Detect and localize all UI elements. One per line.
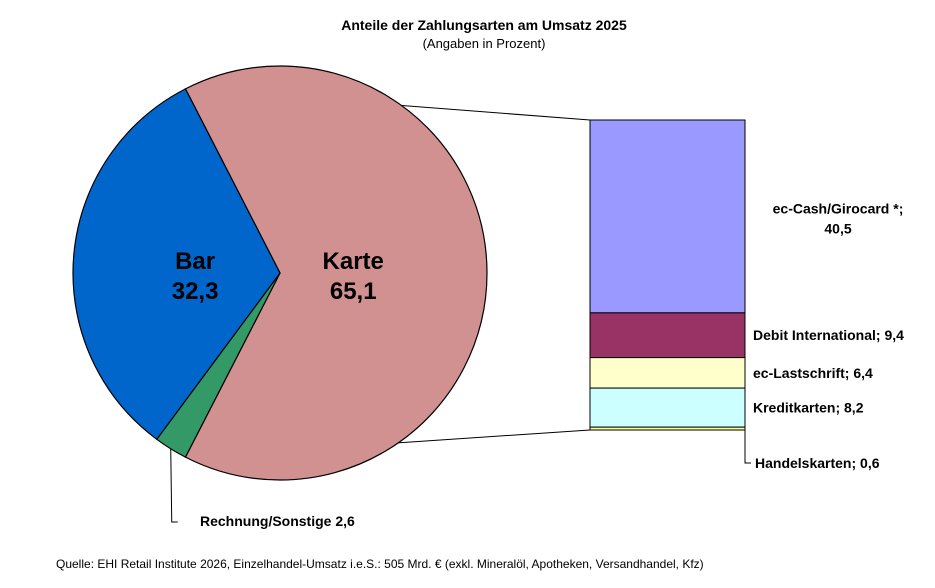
pie-label-rechnung-sonstige: Rechnung/Sonstige 2,6 [200, 513, 355, 529]
segment-label-kreditkarten-8-2: Kreditkarten; 8,2 [753, 400, 864, 416]
pie-label-karte: Karte [323, 248, 384, 275]
pie [72, 65, 488, 481]
callout-line-handelskarten-0-6 [744, 428, 751, 464]
breakdown-segment-kreditkarten-8-2 [589, 387, 746, 428]
breakdown-segment-ec-cash-girocard [589, 119, 746, 314]
pie-slice-bar [72, 88, 281, 441]
chart-title: Anteile der Zahlungsarten am Umsatz 2025 [341, 17, 627, 33]
breakdown-segment-debit-international-9-4 [589, 312, 746, 359]
callout-line-rechnung-sonstige [170, 448, 178, 523]
pie-label-bar: Bar [175, 248, 215, 275]
breakdown-bar [589, 119, 746, 431]
breakdown-segment-ec-lastschrift-6-4 [589, 357, 746, 389]
segment-value-ec-cash-girocard: 40,5 [824, 220, 851, 236]
breakdown-segment-handelskarten-0-6 [589, 426, 746, 431]
pie-slice-karte [184, 65, 488, 481]
pie-value-bar: 32,3 [172, 278, 219, 305]
pie-value-karte: 65,1 [330, 278, 377, 305]
chart-subtitle: (Angaben in Prozent) [423, 36, 546, 51]
segment-label-debit-international-9-4: Debit International; 9,4 [753, 327, 904, 343]
labels: Karte 65,1 Bar 32,3 Rechnung/Sonstige 2,6 ec-… [170, 200, 904, 529]
segment-label-ec-cash-girocard: ec-Cash/Girocard *; [773, 200, 904, 216]
segment-label-handelskarten-0-6: Handelskarten; 0,6 [755, 455, 880, 471]
segment-label-ec-lastschrift-6-4: ec-Lastschrift; 6,4 [753, 365, 873, 381]
source-note: Quelle: EHI Retail Institute 2026, Einze… [56, 557, 704, 571]
